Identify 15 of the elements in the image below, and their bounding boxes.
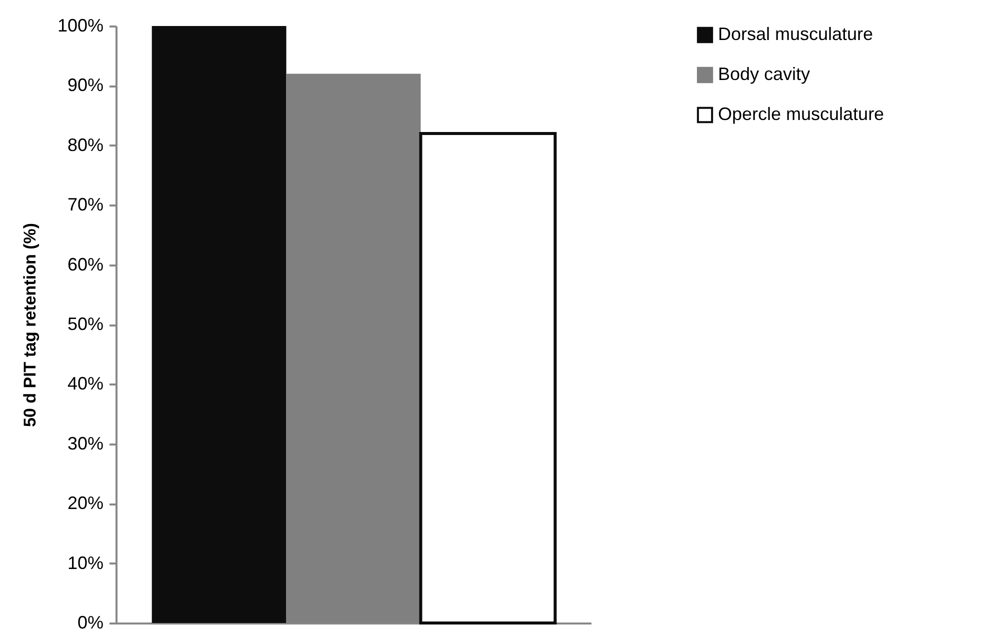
legend-label: Opercle musculature	[718, 104, 884, 124]
y-tick-label: 50%	[67, 314, 104, 334]
y-tick-label: 100%	[57, 16, 104, 36]
y-axis-title: 50 d PIT tag retention (%)	[20, 222, 40, 428]
legend-label: Dorsal musculature	[718, 24, 874, 44]
y-tick-label: 40%	[67, 374, 104, 394]
y-tick-label: 10%	[67, 552, 104, 573]
y-tick-label: 70%	[67, 194, 104, 215]
y-tick-label: 60%	[67, 254, 104, 274]
y-tick-label: 80%	[67, 134, 104, 155]
y-tick-label: 90%	[67, 75, 104, 96]
y-tick-label: 0%	[77, 612, 104, 631]
y-tick-label: 30%	[67, 433, 104, 454]
legend-label: Body cavity	[718, 64, 810, 84]
y-tick-label: 20%	[67, 493, 104, 514]
